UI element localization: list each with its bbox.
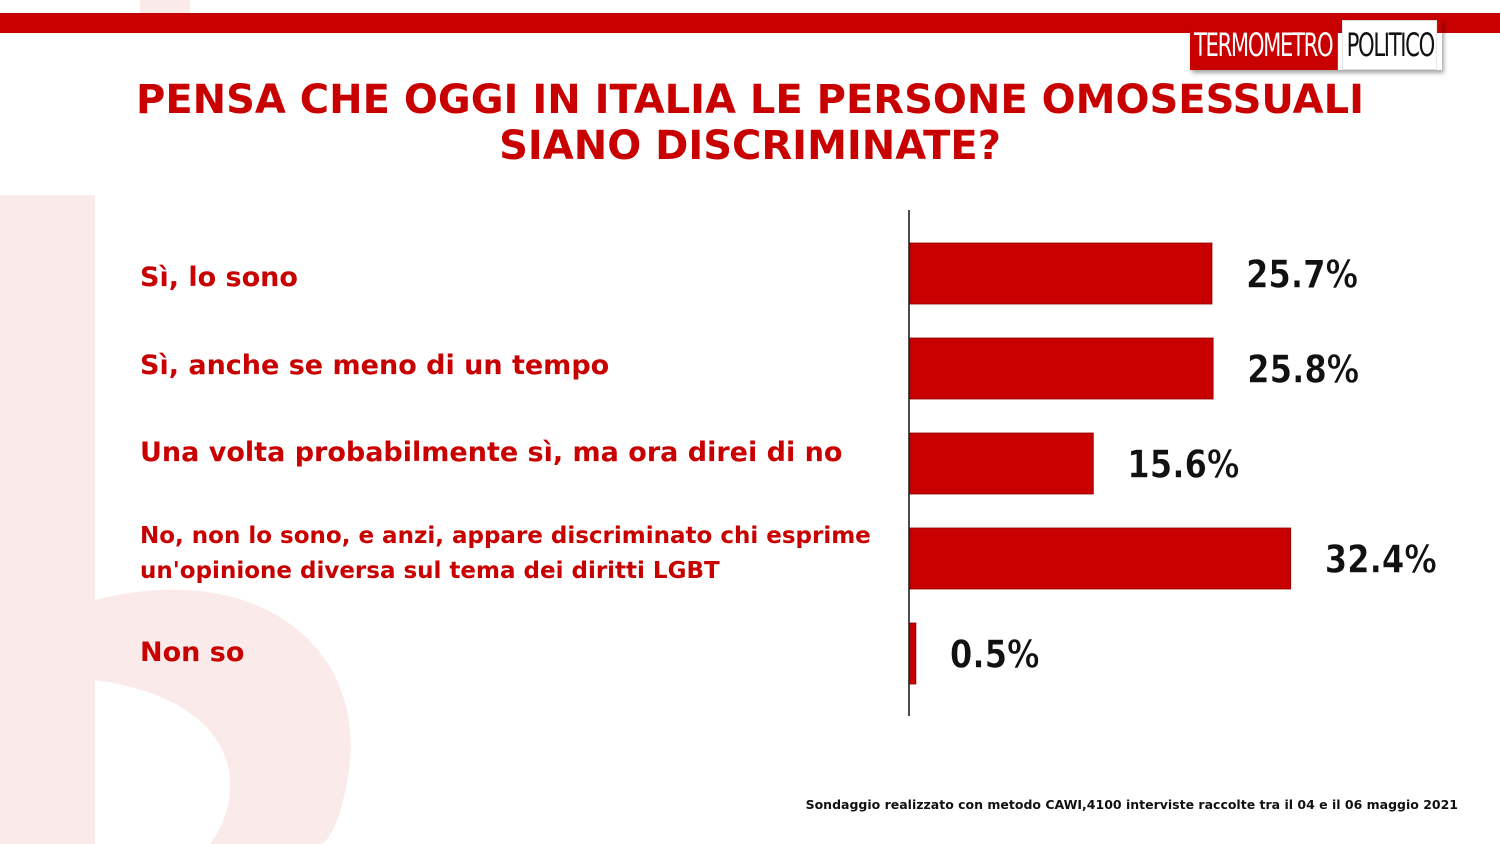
termometro-politico-logo: TERMOMETRO POLITICO xyxy=(1190,20,1442,70)
bar-4 xyxy=(909,527,1292,590)
data-label-2: 25.8% xyxy=(1247,348,1359,392)
chart-title-line-2: SIANO DISCRIMINATE? xyxy=(499,123,1001,169)
data-label-3: 15.6% xyxy=(1127,443,1239,487)
chart-title: PENSA CHE OGGI IN ITALIA LE PERSONE OMOS… xyxy=(0,77,1500,169)
data-label-5: 0.5% xyxy=(950,633,1040,677)
category-label-1: Sì, lo sono xyxy=(140,262,298,293)
category-label-5: Non so xyxy=(140,637,245,668)
bar-3 xyxy=(909,432,1094,495)
logo-part-politico: POLITICO xyxy=(1342,20,1438,70)
survey-footnote: Sondaggio realizzato con metodo CAWI,410… xyxy=(805,797,1458,812)
category-label-4-line-1: No, non lo sono, e anzi, appare discrimi… xyxy=(140,523,871,549)
bar-2 xyxy=(909,337,1214,400)
logo-part-termometro: TERMOMETRO xyxy=(1190,20,1338,70)
top-red-bar xyxy=(0,13,1500,33)
category-label-3: Una volta probabilmente sì, ma ora direi… xyxy=(140,437,843,468)
bar-1 xyxy=(909,242,1213,305)
data-label-1: 25.7% xyxy=(1246,253,1358,297)
data-label-4: 32.4% xyxy=(1325,538,1437,582)
chart-title-line-1: PENSA CHE OGGI IN ITALIA LE PERSONE OMOS… xyxy=(136,77,1364,123)
category-label-4-line-2: un'opinione diversa sul tema dei diritti… xyxy=(140,558,720,584)
bar-5 xyxy=(909,622,917,685)
category-label-2: Sì, anche se meno di un tempo xyxy=(140,350,610,381)
